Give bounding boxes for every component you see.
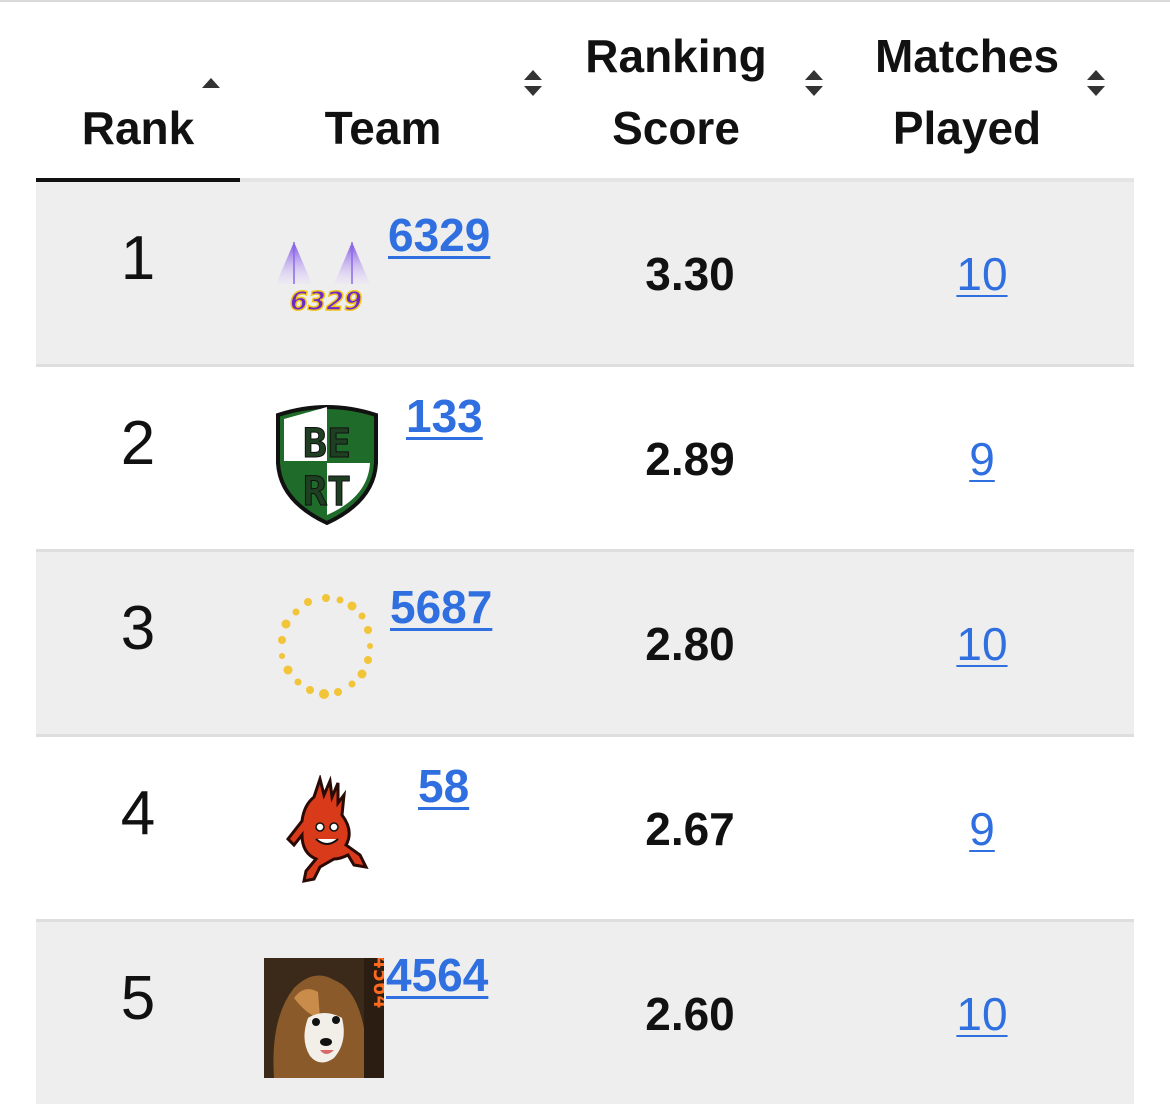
- sheltie-dog-photo-logo-icon: 4564: [264, 958, 384, 1078]
- purple-peaks-logo-icon: 6329: [264, 238, 388, 320]
- matches-played-link[interactable]: 10: [956, 617, 1007, 671]
- team-cell: 6329 6329: [240, 180, 550, 366]
- team-cell: 4564 4564: [240, 921, 550, 1104]
- team-link[interactable]: 5687: [390, 580, 492, 634]
- rankings-table: Rank Team Ranking Score: [36, 6, 1134, 1104]
- rank-cell: 2: [36, 366, 240, 551]
- rank-cell: 1: [36, 180, 240, 366]
- ranking-score-value: 2.67: [645, 802, 735, 856]
- ranking-score-value: 2.60: [645, 987, 735, 1041]
- rank-header-label: Rank: [82, 92, 194, 164]
- table-body: 1 6329 6329 3.30 10 2: [36, 180, 1134, 1104]
- column-header-rank[interactable]: Rank: [36, 6, 240, 180]
- table-row: 4 58 2.67 9: [36, 736, 1134, 921]
- rank-cell: 3: [36, 551, 240, 736]
- column-header-team[interactable]: Team: [240, 6, 550, 180]
- team-cell: 5687: [240, 551, 550, 736]
- sort-ascending-icon[interactable]: [200, 76, 222, 90]
- logo-133-top-text: BE: [303, 421, 351, 467]
- played-cell: 10: [830, 921, 1134, 1104]
- matches-played-link[interactable]: 9: [969, 802, 995, 856]
- matches-played-link[interactable]: 9: [969, 432, 995, 486]
- table-row: 1 6329 6329 3.30 10: [36, 180, 1134, 366]
- score-cell: 3.30: [550, 180, 830, 366]
- rank-value: 2: [121, 408, 155, 479]
- sort-both-icon[interactable]: [522, 68, 544, 98]
- rank-value: 5: [121, 963, 155, 1034]
- team-link[interactable]: 6329: [388, 208, 490, 262]
- rank-value: 1: [121, 223, 155, 294]
- score-cell: 2.89: [550, 366, 830, 551]
- top-divider: [0, 0, 1170, 2]
- score-cell: 2.67: [550, 736, 830, 921]
- rank-value: 3: [121, 593, 155, 664]
- red-flame-mascot-logo-icon: [280, 775, 376, 885]
- green-shield-logo-icon: BE RT: [270, 401, 384, 525]
- table-row: 5 4564 4564 2.60 10: [36, 921, 1134, 1104]
- matches-played-header-line2: Played: [875, 92, 1059, 164]
- ranking-score-value: 3.30: [645, 247, 735, 301]
- rank-cell: 5: [36, 921, 240, 1104]
- column-header-ranking-score[interactable]: Ranking Score: [550, 6, 830, 180]
- team-link[interactable]: 58: [418, 759, 469, 813]
- sort-both-icon[interactable]: [803, 68, 825, 98]
- team-cell: BE RT 133: [240, 366, 550, 551]
- team-link[interactable]: 133: [406, 389, 483, 443]
- table-header: Rank Team Ranking Score: [36, 6, 1134, 180]
- team-header-label: Team: [325, 92, 442, 164]
- ranking-score-header-line2: Score: [585, 92, 766, 164]
- played-cell: 9: [830, 736, 1134, 921]
- rank-value: 4: [121, 778, 155, 849]
- played-cell: 10: [830, 551, 1134, 736]
- sort-both-icon[interactable]: [1085, 68, 1107, 98]
- matches-played-header-line1: Matches: [875, 20, 1059, 92]
- team-cell: 58: [240, 736, 550, 921]
- ranking-score-header-line1: Ranking: [585, 20, 766, 92]
- ranking-score-value: 2.80: [645, 617, 735, 671]
- table-row: 3 5687 2.80 10: [36, 551, 1134, 736]
- score-cell: 2.80: [550, 551, 830, 736]
- ranking-score-value: 2.89: [645, 432, 735, 486]
- logo-6329-text: 6329: [290, 287, 362, 317]
- gold-dotted-ring-logo-icon: [274, 590, 378, 702]
- column-header-matches-played[interactable]: Matches Played: [830, 6, 1134, 180]
- logo-133-bottom-text: RT: [303, 469, 351, 515]
- matches-played-link[interactable]: 10: [956, 987, 1007, 1041]
- played-cell: 10: [830, 180, 1134, 366]
- score-cell: 2.60: [550, 921, 830, 1104]
- logo-4564-text: 4564: [368, 958, 384, 1008]
- table-row: 2 BE RT 133 2.89 9: [36, 366, 1134, 551]
- team-link[interactable]: 4564: [386, 948, 488, 1002]
- rank-cell: 4: [36, 736, 240, 921]
- played-cell: 9: [830, 366, 1134, 551]
- matches-played-link[interactable]: 10: [956, 247, 1007, 301]
